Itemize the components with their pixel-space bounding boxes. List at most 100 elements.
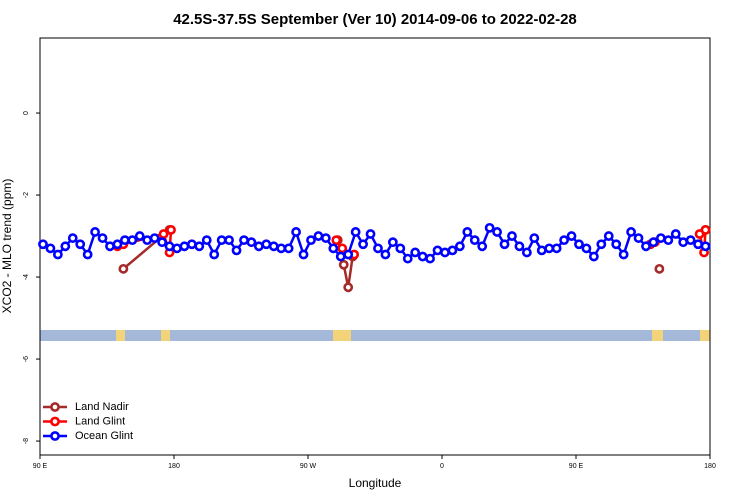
point: [685, 235, 696, 246]
point: [268, 241, 279, 252]
point: [387, 237, 398, 248]
point: [343, 249, 354, 260]
point: [164, 241, 175, 252]
y-tick-label: -2: [23, 192, 30, 198]
land-strip: [700, 330, 710, 341]
point: [335, 251, 346, 262]
point: [395, 243, 406, 254]
point: [45, 243, 56, 254]
point: [454, 241, 465, 252]
point: [648, 237, 659, 248]
point: [514, 241, 525, 252]
point: [105, 241, 115, 252]
legend-label: Land Glint: [75, 415, 125, 427]
land-strip: [116, 330, 125, 341]
point: [499, 239, 510, 250]
point: [186, 239, 197, 250]
land-strip: [652, 330, 663, 341]
coverage-band: [40, 330, 710, 341]
point: [52, 249, 63, 260]
point: [118, 263, 129, 274]
point: [209, 249, 220, 260]
point: [231, 245, 242, 256]
point: [276, 243, 287, 254]
point: [239, 235, 249, 246]
point: [700, 241, 711, 252]
point: [484, 222, 495, 233]
point: [477, 241, 488, 252]
point: [440, 247, 450, 258]
point: [179, 241, 190, 252]
legend-marker: [50, 402, 60, 412]
point: [425, 253, 435, 264]
point: [536, 245, 547, 256]
point: [432, 245, 443, 256]
point: [596, 239, 607, 250]
point: [75, 239, 86, 250]
point: [134, 231, 145, 241]
point: [166, 224, 176, 235]
x-tick-label: 0: [440, 463, 444, 470]
point: [328, 243, 339, 254]
point: [641, 241, 651, 252]
point: [521, 247, 532, 258]
point: [462, 227, 473, 237]
point: [410, 247, 421, 258]
legend-label: Land Nadir: [75, 401, 129, 413]
point: [350, 227, 361, 237]
point: [358, 239, 368, 250]
point: [380, 249, 391, 260]
y-tick-label: -6: [23, 356, 30, 362]
point: [38, 239, 48, 250]
point: [261, 239, 272, 250]
chart-title: 42.5S-37.5S September (Ver 10) 2014-09-0…: [173, 11, 577, 28]
x-axis-label: Longitude: [349, 476, 402, 490]
point: [544, 243, 555, 254]
point: [142, 235, 153, 246]
point: [97, 233, 108, 243]
point: [655, 233, 666, 243]
point: [693, 239, 703, 250]
point: [654, 263, 665, 274]
point: [700, 224, 711, 235]
point: [306, 235, 316, 246]
point: [581, 243, 592, 254]
point: [670, 229, 681, 239]
legend-marker: [50, 431, 60, 441]
point: [469, 235, 480, 246]
x-tick-label: 90 E: [33, 463, 48, 470]
point: [157, 237, 167, 248]
point: [331, 235, 342, 246]
point: [337, 243, 348, 254]
point: [373, 243, 383, 254]
point: [158, 229, 169, 239]
point: [283, 243, 294, 254]
point: [172, 243, 182, 254]
point: [253, 241, 264, 252]
x-tick-label: 90 E: [569, 463, 584, 470]
y-tick-label: -8: [23, 438, 30, 444]
point: [365, 229, 376, 239]
point: [633, 233, 644, 243]
point: [417, 251, 428, 262]
point: [149, 233, 160, 243]
point: [246, 237, 257, 248]
point: [663, 235, 674, 246]
point: [298, 249, 309, 260]
point: [507, 231, 517, 241]
point: [119, 235, 130, 246]
point: [492, 227, 502, 237]
point: [618, 249, 629, 260]
point: [529, 233, 540, 243]
point: [343, 282, 354, 293]
point: [320, 233, 331, 243]
point: [566, 231, 577, 241]
point: [611, 239, 622, 250]
point: [194, 241, 205, 252]
point: [402, 253, 413, 264]
point: [574, 239, 584, 250]
point: [67, 233, 78, 243]
legend-label: Ocean Glint: [75, 430, 133, 442]
point: [603, 231, 614, 241]
point: [678, 237, 689, 248]
